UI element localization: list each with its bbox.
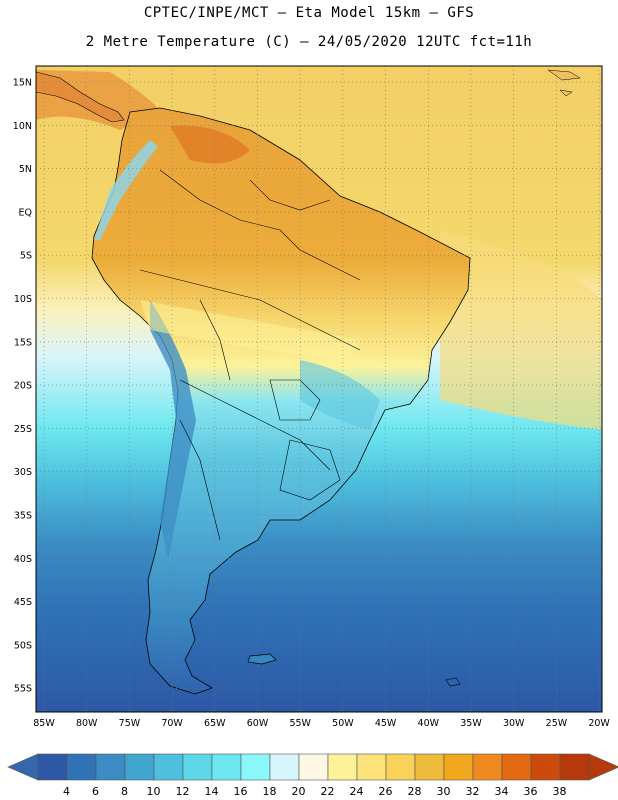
lat-label: 5S	[20, 251, 32, 262]
lon-label: 30W	[503, 718, 525, 729]
legend-swatch	[298, 753, 329, 781]
lon-label: 35W	[460, 718, 482, 729]
chart-title: CPTEC/INPE/MCT – Eta Model 15km – GFS	[143, 5, 475, 21]
legend-swatch	[37, 753, 68, 781]
legend-label: 8	[121, 785, 128, 798]
lon-label: 65W	[204, 718, 226, 729]
legend-label: 16	[234, 785, 248, 798]
legend-label: 30	[437, 785, 451, 798]
legend-swatch	[443, 753, 474, 781]
lat-label: 50S	[14, 640, 32, 651]
map-frame	[35, 65, 603, 713]
lat-label: 30S	[14, 467, 32, 478]
legend-swatch	[385, 753, 416, 781]
lon-label: 85W	[33, 718, 55, 729]
lon-label: 60W	[247, 718, 269, 729]
lat-label: 25S	[14, 424, 32, 435]
lat-label: 40S	[14, 554, 32, 565]
lon-label: 20W	[588, 718, 610, 729]
legend-label: 18	[263, 785, 277, 798]
legend-label: 32	[466, 785, 480, 798]
legend-label: 10	[147, 785, 161, 798]
legend-label: 6	[92, 785, 99, 798]
legend-swatch	[530, 753, 561, 781]
legend-label: 24	[350, 785, 364, 798]
lat-label: 15N	[13, 78, 32, 89]
legend-label: 14	[205, 785, 219, 798]
lon-label: 75W	[119, 718, 141, 729]
lat-label: 55S	[14, 684, 32, 695]
lon-label: 70W	[161, 718, 183, 729]
legend-high-arrow	[588, 753, 618, 781]
legend-label: 34	[495, 785, 509, 798]
lat-label: 10N	[13, 121, 32, 132]
south-america-landmass	[91, 107, 471, 695]
temperature-map: 15N 10N 5N EQ 5S 10S 15S 20S 25S 30S 35S 40S 45S 50S 5…	[13, 65, 610, 729]
legend-swatch	[414, 753, 445, 781]
legend-label: 36	[524, 785, 538, 798]
legend-label: 12	[176, 785, 190, 798]
legend-swatch	[182, 753, 213, 781]
legend-label: 22	[321, 785, 335, 798]
lat-label: 5N	[19, 164, 32, 175]
central-america	[36, 71, 125, 123]
falkland-islands	[247, 653, 277, 665]
legend-swatch	[211, 753, 242, 781]
lat-label: 45S	[14, 597, 32, 608]
legend-swatch	[240, 753, 271, 781]
lat-label: 10S	[14, 294, 32, 305]
legend-swatch	[559, 753, 590, 781]
lat-label: 15S	[14, 337, 32, 348]
legend-label: 4	[63, 785, 70, 798]
country-borders	[139, 169, 361, 541]
caribbean-islands	[547, 69, 581, 97]
legend-low-arrow	[7, 753, 39, 781]
legend-label: 20	[292, 785, 306, 798]
legend-swatch	[356, 753, 387, 781]
lat-label: EQ	[19, 207, 32, 218]
legend-label: 38	[553, 785, 567, 798]
lon-label: 40W	[418, 718, 440, 729]
legend-swatch	[95, 753, 126, 781]
chart-subtitle: 2 Metre Temperature (C) – 24/05/2020 12U…	[85, 34, 533, 50]
legend-swatch	[327, 753, 358, 781]
color-legend: 4 6 8 10 12 14 16 18 20 22 24 26 28 30 32 34 36 38	[7, 753, 618, 798]
lon-label: 25W	[546, 718, 568, 729]
lon-label: 50W	[332, 718, 354, 729]
legend-swatch	[472, 753, 503, 781]
legend-swatch	[269, 753, 300, 781]
legend-swatch	[501, 753, 532, 781]
legend-swatch	[124, 753, 155, 781]
legend-swatch	[153, 753, 184, 781]
legend-swatch	[66, 753, 97, 781]
lon-label: 45W	[375, 718, 397, 729]
lat-label: 35S	[14, 511, 32, 522]
legend-label: 28	[408, 785, 422, 798]
lat-label: 20S	[14, 381, 32, 392]
legend-label: 26	[379, 785, 393, 798]
lon-label: 80W	[76, 718, 98, 729]
lon-label: 55W	[289, 718, 311, 729]
